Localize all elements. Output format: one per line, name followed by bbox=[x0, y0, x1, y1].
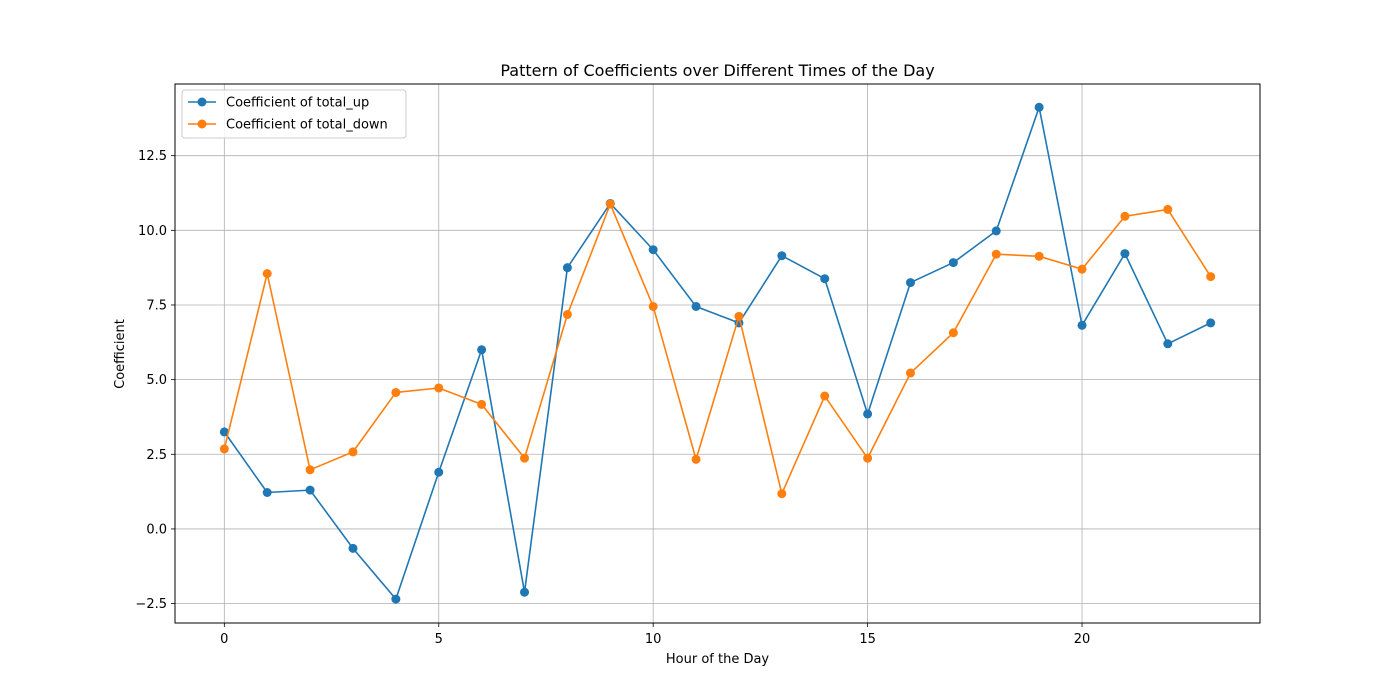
data-point bbox=[562, 310, 572, 320]
legend-item: Coefficient of total_up bbox=[188, 96, 369, 111]
plot-frame bbox=[174, 83, 1261, 624]
series-2 bbox=[219, 199, 1216, 499]
data-point bbox=[905, 278, 915, 288]
data-point bbox=[691, 301, 701, 311]
data-point bbox=[391, 594, 401, 604]
y-tick-label: −2.5 bbox=[135, 597, 167, 612]
data-point bbox=[262, 488, 272, 498]
y-tick-label: 10.0 bbox=[138, 224, 167, 239]
legend: Coefficient of total_up Coefficient of to… bbox=[181, 89, 407, 139]
series-1 bbox=[219, 102, 1216, 604]
y-axis-label: Coefficient bbox=[113, 319, 128, 389]
data-point bbox=[820, 274, 830, 284]
data-point bbox=[1120, 211, 1130, 221]
y-tick-label: 12.5 bbox=[138, 149, 167, 164]
x-tick-label: 20 bbox=[1074, 632, 1091, 647]
data-point bbox=[777, 251, 787, 261]
data-point bbox=[219, 427, 229, 437]
data-point bbox=[648, 245, 658, 255]
y-tick-label: 5.0 bbox=[146, 373, 167, 388]
data-point bbox=[348, 543, 358, 553]
chart-title: Pattern of Coefficients over Different T… bbox=[500, 61, 934, 80]
data-point bbox=[1034, 251, 1044, 261]
data-point bbox=[262, 269, 272, 279]
series-line bbox=[223, 106, 1212, 600]
data-point bbox=[1206, 272, 1216, 282]
data-point bbox=[391, 387, 401, 397]
data-point bbox=[1077, 320, 1087, 330]
legend-marker bbox=[197, 97, 207, 107]
data-point bbox=[520, 587, 530, 597]
legend-item: Coefficient of total_down bbox=[188, 118, 388, 133]
y-tick-label: 2.5 bbox=[146, 448, 167, 463]
legend-box bbox=[181, 89, 407, 139]
data-point bbox=[1163, 204, 1173, 214]
data-point bbox=[734, 311, 744, 321]
legend-label: Coefficient of total_down bbox=[226, 118, 388, 133]
ticks: 0 5 10 15 20 −2.5 0.0 2.5 5.0 7.5 10.0 12.5 bbox=[135, 149, 1090, 647]
data-point bbox=[1206, 318, 1216, 328]
data-point bbox=[948, 328, 958, 338]
data-point bbox=[305, 465, 315, 475]
data-point bbox=[948, 258, 958, 268]
data-point bbox=[820, 391, 830, 401]
data-point bbox=[605, 199, 615, 209]
data-point bbox=[219, 444, 229, 454]
data-point bbox=[991, 249, 1001, 259]
data-point bbox=[863, 409, 873, 419]
data-point bbox=[648, 301, 658, 311]
data-point bbox=[905, 368, 915, 378]
data-point bbox=[1077, 264, 1087, 274]
x-tick-label: 0 bbox=[220, 632, 228, 647]
data-point bbox=[305, 485, 315, 495]
data-point bbox=[348, 447, 358, 457]
legend-marker bbox=[197, 119, 207, 129]
data-point bbox=[691, 454, 701, 464]
data-point bbox=[434, 383, 444, 393]
data-point bbox=[477, 345, 487, 355]
data-point bbox=[991, 226, 1001, 236]
data-point bbox=[562, 263, 572, 273]
data-point bbox=[520, 453, 530, 463]
x-tick-label: 10 bbox=[645, 632, 662, 647]
data-point bbox=[1163, 339, 1173, 349]
data-point bbox=[1034, 102, 1044, 112]
data-point bbox=[434, 467, 444, 477]
x-tick-label: 5 bbox=[435, 632, 443, 647]
y-tick-label: 0.0 bbox=[146, 522, 167, 537]
series-line bbox=[223, 203, 1212, 495]
data-point bbox=[1120, 249, 1130, 259]
x-tick-label: 15 bbox=[859, 632, 876, 647]
data-point bbox=[863, 453, 873, 463]
legend-label: Coefficient of total_up bbox=[226, 96, 369, 111]
y-tick-label: 7.5 bbox=[146, 298, 167, 313]
data-point bbox=[777, 489, 787, 499]
x-axis-label: Hour of the Day bbox=[666, 652, 770, 667]
data-point bbox=[477, 399, 487, 409]
series-group bbox=[219, 102, 1216, 604]
